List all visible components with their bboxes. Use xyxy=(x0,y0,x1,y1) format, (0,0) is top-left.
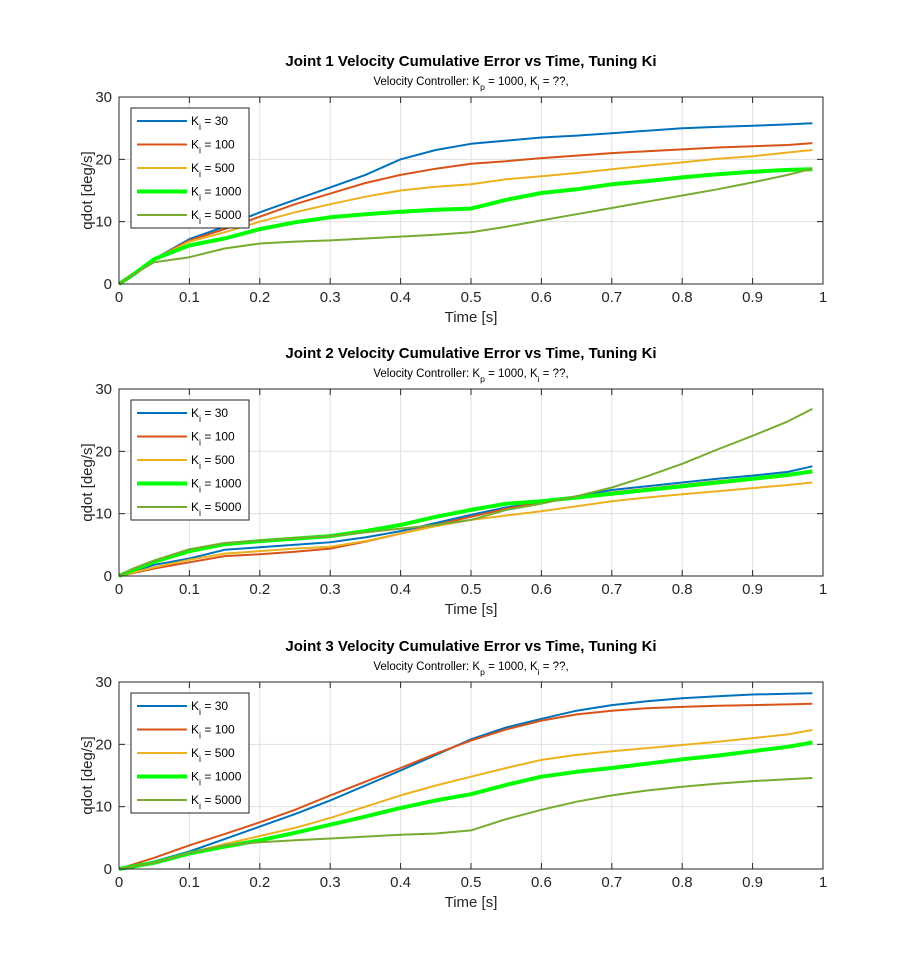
y-tick-label: 20 xyxy=(95,736,112,753)
x-tick-label: 0.4 xyxy=(390,874,411,891)
x-tick-label: 1 xyxy=(819,581,827,598)
legend-label-2: Ki = 100 xyxy=(191,138,235,156)
x-tick-label: 0.9 xyxy=(742,289,763,306)
x-tick-label: 0.8 xyxy=(672,581,693,598)
x-axis-label: Time [s] xyxy=(445,601,498,618)
legend: Ki = 30 Ki = 100 Ki = 500 Ki = 1000 Ki = 500… xyxy=(130,399,250,521)
chart-title: Joint 1 Velocity Cumulative Error vs Tim… xyxy=(285,53,656,70)
series-line-1 xyxy=(118,465,813,577)
y-tick-label: 30 xyxy=(95,89,112,106)
x-tick-label: 0.4 xyxy=(390,289,411,306)
legend-label-3: Ki = 500 xyxy=(191,746,235,764)
x-tick-label: 0.1 xyxy=(179,874,200,891)
legend-label-4: Ki = 1000 xyxy=(191,185,242,203)
x-tick-label: 0.9 xyxy=(742,874,763,891)
chart-panel-3: 0 0.1 0.2 0.3 0.4 0.5 0.6 0.7 0.8 0.9 10102030Join… xyxy=(79,638,827,911)
x-tick-label: 0.8 xyxy=(672,874,693,891)
series-line-3 xyxy=(118,149,813,285)
y-tick-label: 0 xyxy=(104,276,112,293)
legend-label-5: Ki = 5000 xyxy=(191,500,242,518)
series-line-3 xyxy=(118,729,813,870)
y-tick-label: 30 xyxy=(95,381,112,398)
chart-title: Joint 3 Velocity Cumulative Error vs Tim… xyxy=(285,638,656,655)
x-tick-label: 0.6 xyxy=(531,581,552,598)
x-tick-label: 0 xyxy=(115,581,123,598)
x-tick-label: 0.6 xyxy=(531,874,552,891)
chart-subtitle: Velocity Controller: Kp = 1000, Ki = ??, xyxy=(373,76,568,92)
x-tick-label: 0.4 xyxy=(390,581,411,598)
series-line-1 xyxy=(118,122,813,285)
legend-label-3: Ki = 500 xyxy=(191,161,235,179)
y-tick-label: 0 xyxy=(104,568,112,585)
legend-label-3: Ki = 500 xyxy=(191,453,235,471)
legend: Ki = 30 Ki = 100 Ki = 500 Ki = 1000 Ki = 500… xyxy=(130,692,250,814)
x-tick-label: 0.7 xyxy=(601,289,622,306)
chart-subtitle: Velocity Controller: Kp = 1000, Ki = ??, xyxy=(373,661,568,677)
y-tick-label: 10 xyxy=(95,506,112,523)
legend-label-1: Ki = 30 xyxy=(191,114,228,132)
x-tick-label: 0.1 xyxy=(179,581,200,598)
x-tick-label: 0.2 xyxy=(249,874,270,891)
x-tick-label: 1 xyxy=(819,874,827,891)
legend-label-1: Ki = 30 xyxy=(191,699,228,717)
legend-label-4: Ki = 1000 xyxy=(191,770,242,788)
chart-title: Joint 2 Velocity Cumulative Error vs Tim… xyxy=(285,345,656,362)
x-tick-label: 0.3 xyxy=(320,289,341,306)
x-tick-label: 0.7 xyxy=(601,874,622,891)
x-tick-label: 0.1 xyxy=(179,289,200,306)
y-tick-label: 20 xyxy=(95,443,112,460)
x-tick-label: 1 xyxy=(819,289,827,306)
x-tick-label: 0.8 xyxy=(672,289,693,306)
y-tick-label: 0 xyxy=(104,861,112,878)
series-line-5 xyxy=(118,167,813,285)
x-tick-label: 0 xyxy=(115,289,123,306)
x-tick-label: 0.2 xyxy=(249,289,270,306)
x-tick-label: 0.7 xyxy=(601,581,622,598)
series-line-4 xyxy=(117,167,813,286)
y-tick-label: 20 xyxy=(95,151,112,168)
legend-label-2: Ki = 100 xyxy=(191,723,235,741)
legend-label-4: Ki = 1000 xyxy=(191,477,242,495)
legend-label-5: Ki = 5000 xyxy=(191,793,242,811)
series-line-4 xyxy=(118,469,813,578)
x-axis-label: Time [s] xyxy=(445,894,498,911)
x-tick-label: 0.6 xyxy=(531,289,552,306)
series-line-5 xyxy=(118,408,813,577)
x-tick-label: 0.5 xyxy=(461,289,482,306)
x-tick-label: 0.2 xyxy=(249,581,270,598)
x-tick-label: 0.5 xyxy=(461,874,482,891)
legend-label-5: Ki = 5000 xyxy=(191,208,242,226)
series-line-2 xyxy=(118,142,813,285)
x-tick-label: 0.3 xyxy=(320,581,341,598)
y-axis-label: qdot [deg/s] xyxy=(79,736,96,814)
x-tick-label: 0.9 xyxy=(742,581,763,598)
x-tick-label: 0.3 xyxy=(320,874,341,891)
chart-panel-2: 0 0.1 0.2 0.3 0.4 0.5 0.6 0.7 0.8 0.9 10102030Join… xyxy=(79,345,827,618)
y-tick-label: 30 xyxy=(95,674,112,691)
series-line-2 xyxy=(118,702,813,870)
legend-label-1: Ki = 30 xyxy=(191,406,228,424)
y-axis-label: qdot [deg/s] xyxy=(79,151,96,229)
x-tick-label: 0 xyxy=(115,874,123,891)
y-axis-label: qdot [deg/s] xyxy=(79,443,96,521)
series-line-5 xyxy=(118,777,813,870)
y-tick-label: 10 xyxy=(95,214,112,231)
y-tick-label: 10 xyxy=(95,799,112,816)
legend: Ki = 30 Ki = 100 Ki = 500 Ki = 1000 Ki = 500… xyxy=(130,107,250,229)
x-tick-label: 0.5 xyxy=(461,581,482,598)
x-axis-label: Time [s] xyxy=(445,309,498,326)
chart-panel-1: 0 0.1 0.2 0.3 0.4 0.5 0.6 0.7 0.8 0.9 10102030Join… xyxy=(79,53,827,326)
series-line-1 xyxy=(118,692,813,870)
legend-label-2: Ki = 100 xyxy=(191,430,235,448)
chart-subtitle: Velocity Controller: Kp = 1000, Ki = ??, xyxy=(373,368,568,384)
